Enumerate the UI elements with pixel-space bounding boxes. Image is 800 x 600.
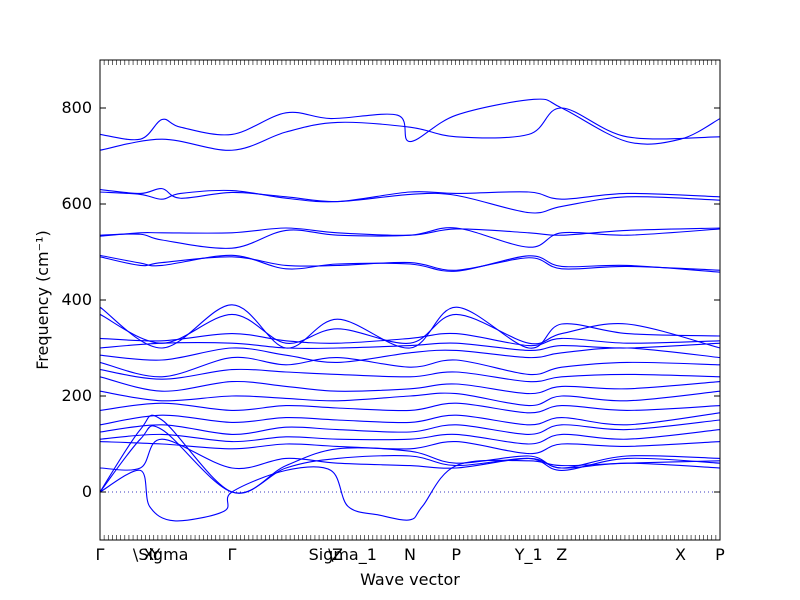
phonon-branch-18 [100, 402, 720, 414]
x-tick-label: Z [332, 545, 343, 564]
phonon-branch-8 [100, 256, 720, 271]
phonon-branch-2 [100, 98, 720, 145]
x-tick-label: \ [328, 545, 334, 564]
phonon-branch-26 [100, 414, 720, 494]
phonon-branch-3 [100, 189, 720, 203]
x-tick-label: X [143, 545, 154, 564]
phonon-branch-24 [100, 459, 720, 522]
phonon-branch-11 [100, 332, 720, 347]
phonon-branch-23 [100, 438, 720, 471]
x-tick-label: Z [556, 545, 567, 564]
phonon-branch-16 [100, 376, 720, 395]
phonon-branch-22 [100, 441, 720, 455]
x-tick-label: P [451, 545, 461, 564]
y-tick-label: 200 [61, 386, 92, 405]
phonon-branch-21 [100, 429, 720, 445]
x-tick-label: Y_1 [514, 545, 543, 565]
phonon-branch-9 [100, 304, 720, 349]
x-tick-label: \Sigma [133, 545, 189, 564]
phonon-branch-6 [100, 227, 720, 249]
y-tick-label: 0 [82, 482, 92, 501]
phonon-branch-10 [100, 313, 720, 349]
phonon-branch-5 [100, 227, 720, 237]
phonon-branch-25 [100, 425, 720, 494]
phonon-branch-7 [100, 254, 720, 273]
phonon-branch-12 [100, 342, 720, 351]
phonon-branch-4 [100, 188, 720, 214]
y-axis-label: Frequency (cm⁻¹) [33, 230, 52, 369]
phonon-branch-14 [100, 356, 720, 378]
phonon-branch-15 [100, 368, 720, 383]
y-tick-label: 600 [61, 194, 92, 213]
phonon-branch-19 [100, 412, 720, 426]
x-tick-label: P [715, 545, 725, 564]
phonon-branch-17 [100, 390, 720, 407]
x-axis-label: Wave vector [360, 570, 460, 589]
y-tick-label: 800 [61, 98, 92, 117]
phonon-branch-13 [100, 347, 720, 363]
x-tick-label: X [675, 545, 686, 564]
phonon-branch-20 [100, 419, 720, 435]
x-tick-label: Γ [96, 545, 105, 564]
y-tick-label: 400 [61, 290, 92, 309]
x-tick-label: N [404, 545, 416, 564]
x-tick-label: Y [150, 545, 161, 564]
plot-frame [99, 59, 721, 541]
x-tick-label: Γ [227, 545, 236, 564]
x-tick-label: Sigma_1 [309, 545, 377, 565]
plot-area [100, 98, 720, 522]
phonon-branch-1 [100, 107, 720, 151]
